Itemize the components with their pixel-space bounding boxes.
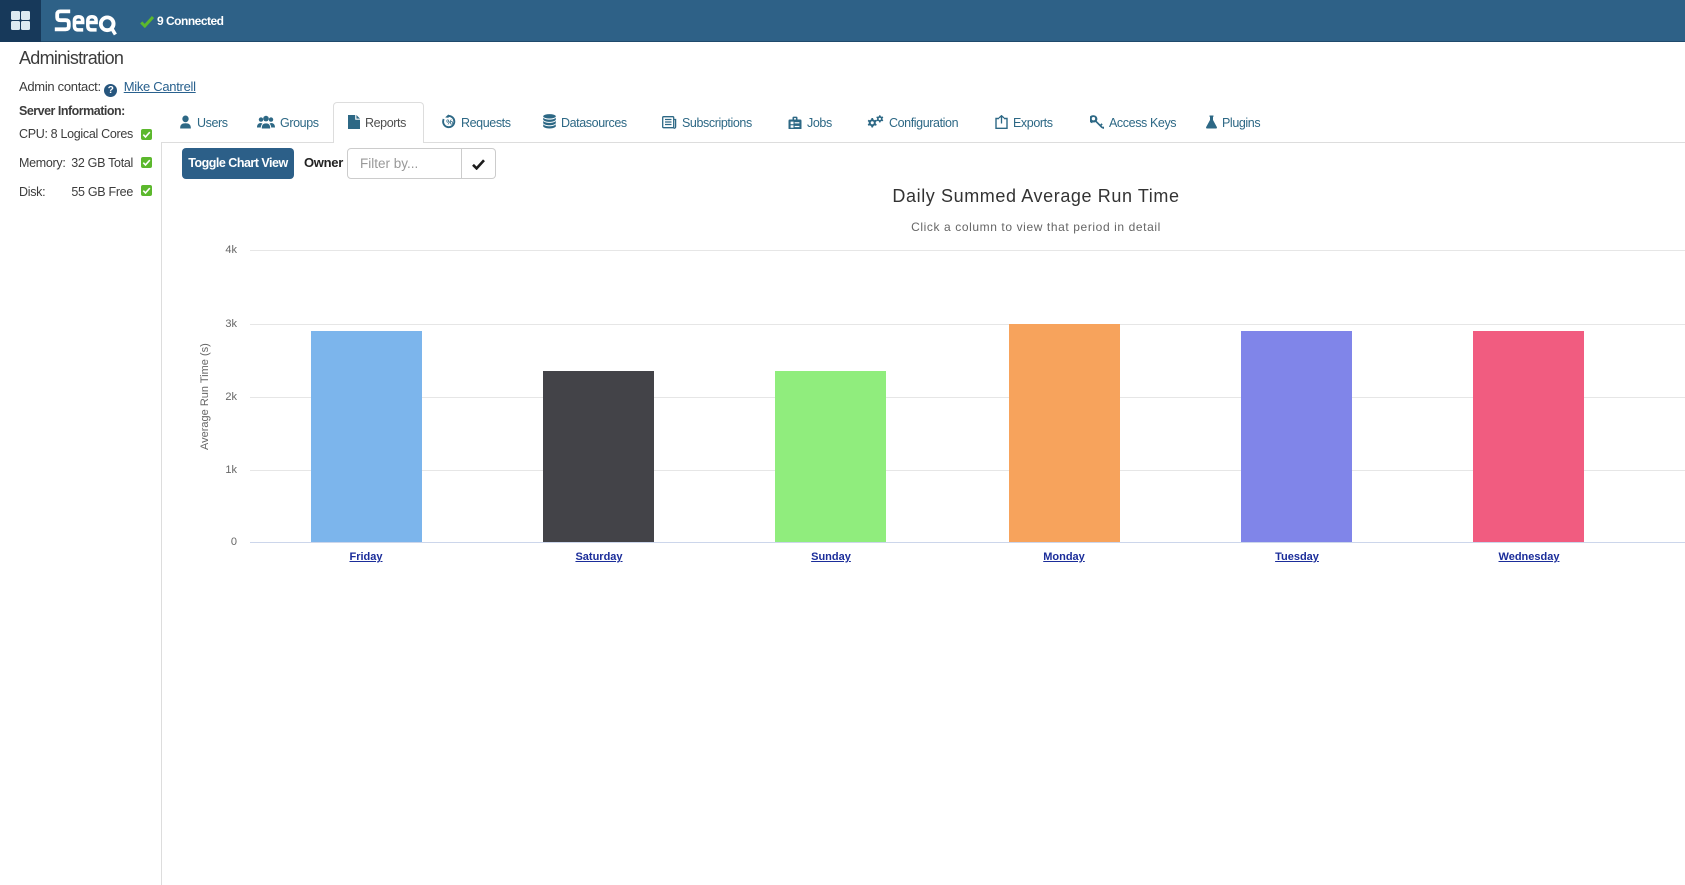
svg-text:%: %: [446, 118, 453, 127]
